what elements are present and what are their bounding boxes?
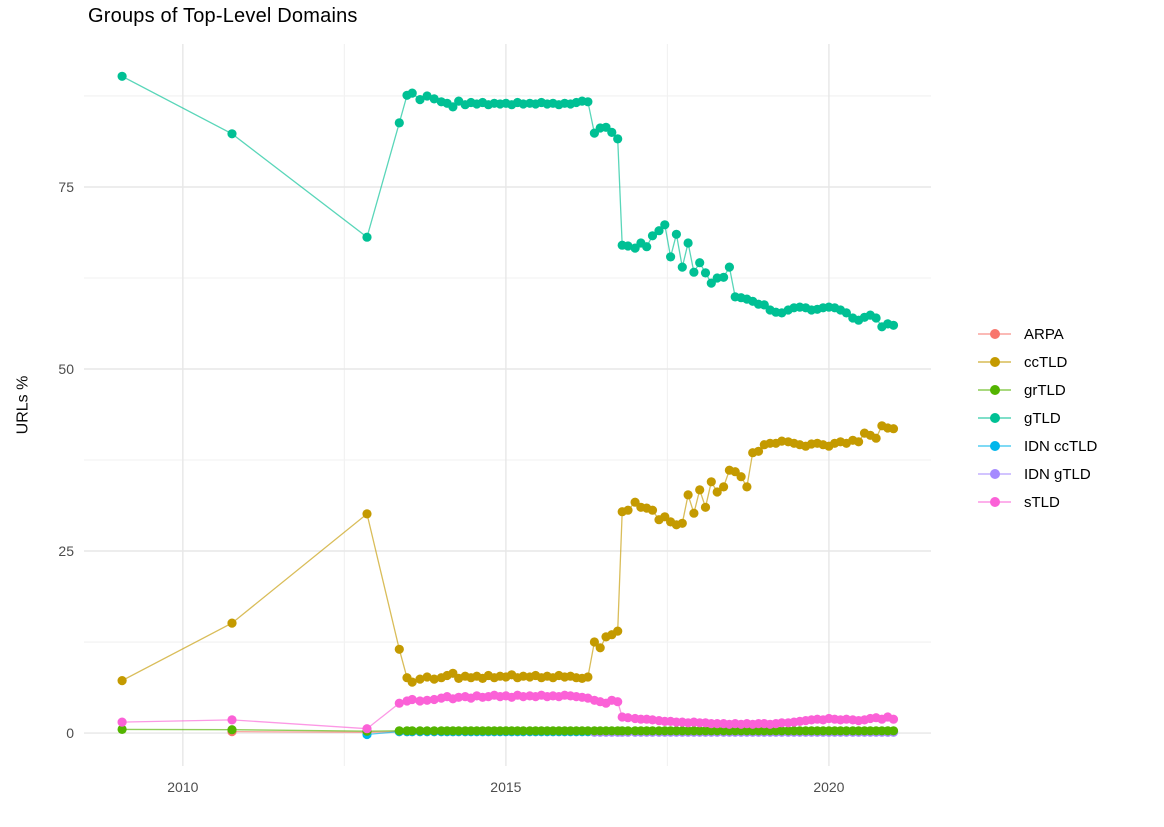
legend-item-idn-gtld: IDN gTLD bbox=[978, 460, 1097, 488]
y-tick-label: 75 bbox=[58, 179, 74, 195]
series-grtld bbox=[117, 724, 899, 736]
legend-key-icon bbox=[978, 357, 1011, 368]
series-stld bbox=[117, 690, 899, 734]
legend-key-dot bbox=[989, 469, 1000, 479]
legend-key-dot bbox=[989, 441, 1000, 451]
legend-key-icon bbox=[978, 329, 1011, 340]
y-tick-label: 0 bbox=[66, 725, 74, 741]
legend-key-icon bbox=[978, 385, 1011, 396]
series-cctld bbox=[117, 421, 899, 687]
legend-key-dot bbox=[989, 385, 1000, 395]
gridlines bbox=[84, 44, 931, 766]
legend-key-icon bbox=[978, 413, 1011, 424]
x-tick-label: 2010 bbox=[167, 779, 198, 795]
legend-item-idn-cctld: IDN ccTLD bbox=[978, 432, 1097, 460]
legend-key-dot bbox=[989, 357, 1000, 367]
legend-item-gtld: gTLD bbox=[978, 404, 1097, 432]
legend-key-dot bbox=[989, 329, 1000, 339]
x-tick-label: 2015 bbox=[490, 779, 521, 795]
legend-item-label: gTLD bbox=[1024, 409, 1061, 427]
series-gtld bbox=[117, 71, 899, 332]
legend-item-label: ccTLD bbox=[1024, 353, 1068, 371]
legend-item-grtld: grTLD bbox=[978, 376, 1097, 404]
legend: ARPA ccTLD grTLD gTLD IDN ccTLD IDN gTLD sTLD bbox=[978, 320, 1097, 516]
legend-key-dot bbox=[989, 413, 1000, 423]
y-tick-label: 50 bbox=[58, 361, 74, 377]
x-tick-label: 2020 bbox=[813, 779, 844, 795]
legend-item-label: sTLD bbox=[1024, 493, 1060, 511]
legend-item-stld: sTLD bbox=[978, 488, 1097, 516]
legend-item-label: IDN ccTLD bbox=[1024, 437, 1098, 455]
legend-item-label: grTLD bbox=[1024, 381, 1066, 399]
y-tick-label: 25 bbox=[58, 543, 74, 559]
legend-item-label: IDN gTLD bbox=[1024, 465, 1091, 483]
chart-title: Groups of Top-Level Domains bbox=[88, 5, 358, 27]
legend-key-icon bbox=[978, 469, 1011, 480]
legend-key-dot bbox=[989, 497, 1000, 507]
legend-item-label: ARPA bbox=[1024, 325, 1064, 343]
legend-key-icon bbox=[978, 497, 1011, 508]
legend-item-cctld: ccTLD bbox=[978, 348, 1097, 376]
legend-key-icon bbox=[978, 441, 1011, 452]
legend-item-arpa: ARPA bbox=[978, 320, 1097, 348]
